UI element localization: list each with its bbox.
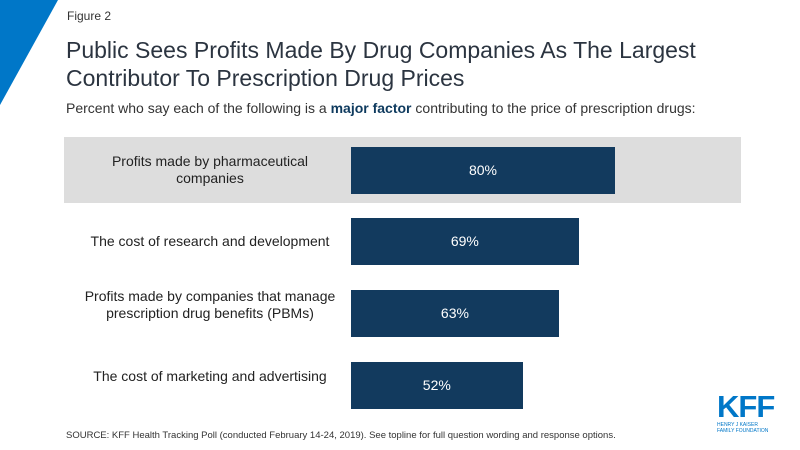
category-label: The cost of marketing and advertising bbox=[93, 368, 327, 384]
accent-triangle bbox=[0, 0, 58, 105]
data-label: 52% bbox=[422, 377, 451, 393]
data-label: 80% bbox=[468, 162, 498, 178]
bar bbox=[351, 147, 615, 194]
bar bbox=[351, 362, 523, 409]
category-label: Profits made by pharmaceutical companies bbox=[111, 153, 309, 186]
kff-logo: KFF HENRY J KAISER FAMILY FOUNDATION bbox=[717, 389, 775, 434]
data-label: 63% bbox=[440, 305, 469, 321]
category-label: The cost of research and development bbox=[90, 232, 330, 249]
data-label: 69% bbox=[450, 233, 479, 249]
source-note: SOURCE: KFF Health Tracking Poll (conduc… bbox=[66, 430, 616, 441]
category-label: Profits made by companies that manage pr… bbox=[84, 287, 336, 321]
chart-title: Public Sees Profits Made By Drug Compani… bbox=[66, 37, 696, 91]
chart-subtitle: Percent who say each of the following is… bbox=[66, 100, 696, 116]
bar bbox=[351, 218, 579, 265]
figure-label: Figure 2 bbox=[67, 9, 112, 23]
bar bbox=[351, 290, 559, 337]
